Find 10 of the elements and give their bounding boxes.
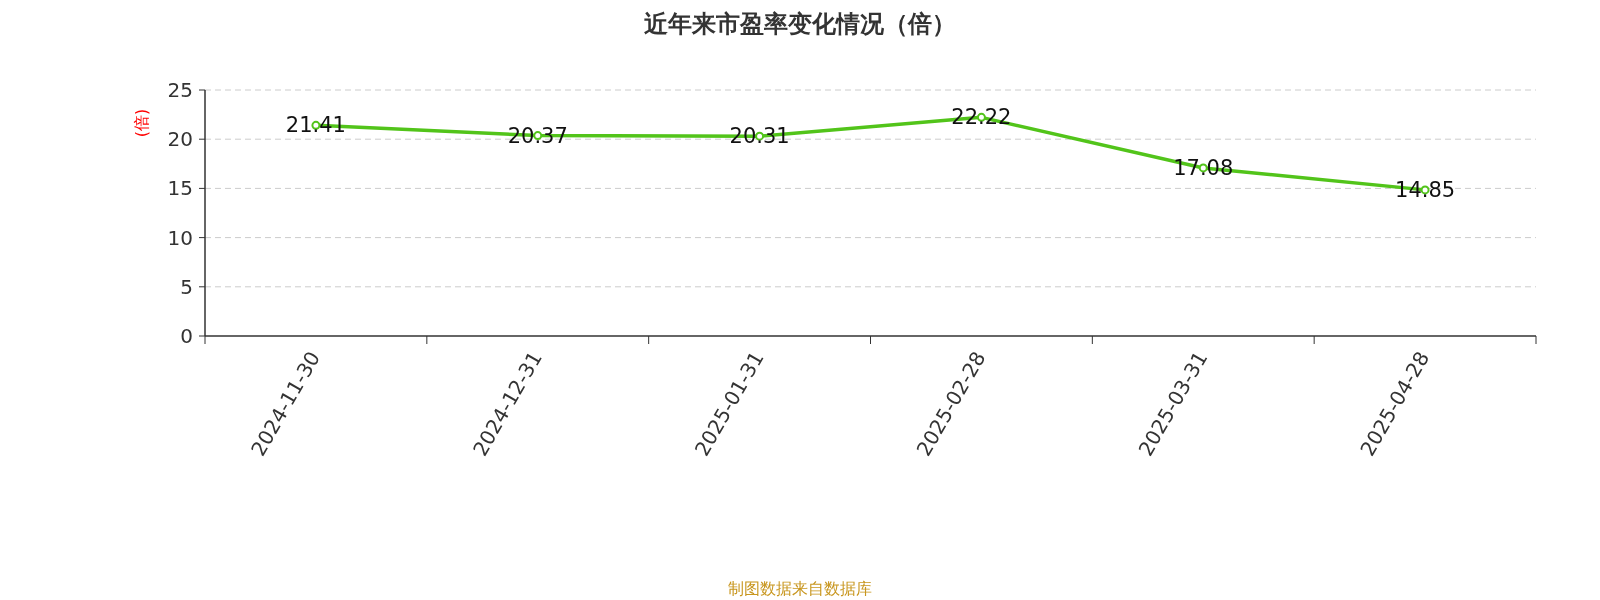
chart-title: 近年来市盈率变化情况（倍）: [644, 10, 956, 38]
text: 制图数据来自数据库: [728, 579, 872, 598]
y-tick-label: 5: [180, 274, 193, 299]
y-tick-label: 0: [180, 324, 193, 348]
y-tick-label: 15: [167, 176, 193, 201]
y-axis-title: (倍): [132, 108, 151, 138]
y-tick-label: 20: [167, 127, 193, 152]
y-tick-label: 25: [167, 78, 193, 102]
y-tick-label: 10: [167, 225, 193, 250]
data-label: 14.85: [1395, 177, 1456, 202]
